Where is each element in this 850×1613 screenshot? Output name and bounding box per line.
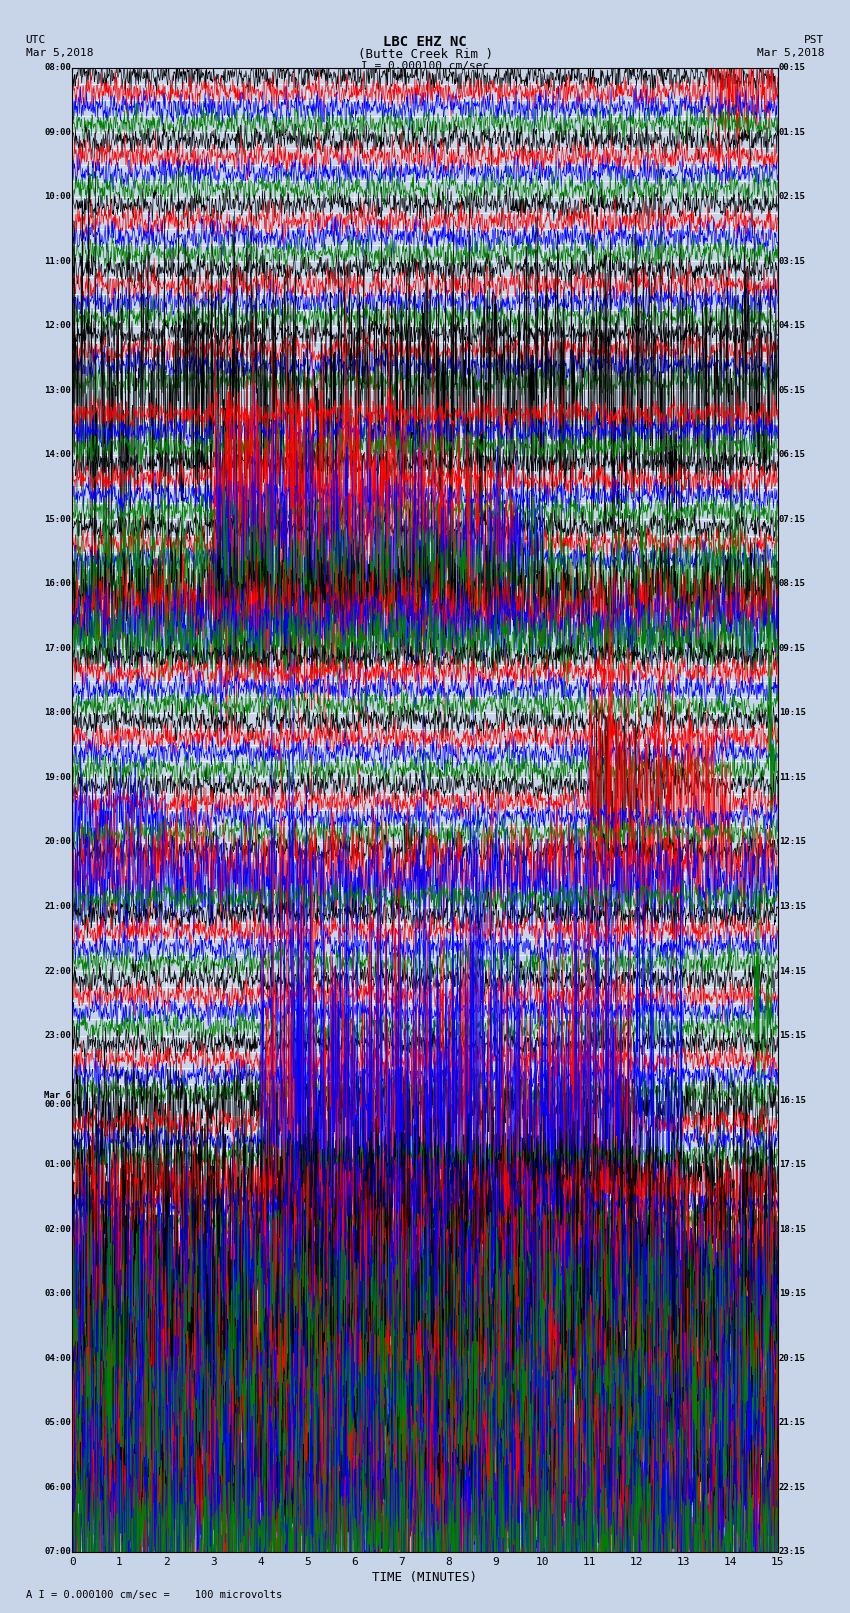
Text: 23:15: 23:15 — [779, 1547, 806, 1557]
Text: 06:00: 06:00 — [44, 1482, 71, 1492]
Text: 09:15: 09:15 — [779, 644, 806, 653]
Text: 21:15: 21:15 — [779, 1418, 806, 1428]
Text: 15:15: 15:15 — [779, 1031, 806, 1040]
Text: 20:00: 20:00 — [44, 837, 71, 847]
Text: 03:15: 03:15 — [779, 256, 806, 266]
Text: 00:15: 00:15 — [779, 63, 806, 73]
Text: 22:15: 22:15 — [779, 1482, 806, 1492]
Text: 03:00: 03:00 — [44, 1289, 71, 1298]
Text: UTC: UTC — [26, 35, 46, 45]
Text: 08:00: 08:00 — [44, 63, 71, 73]
Text: 07:00: 07:00 — [44, 1547, 71, 1557]
Text: LBC EHZ NC: LBC EHZ NC — [383, 35, 467, 50]
Text: 12:00: 12:00 — [44, 321, 71, 331]
Text: 13:15: 13:15 — [779, 902, 806, 911]
Text: A I = 0.000100 cm/sec =    100 microvolts: A I = 0.000100 cm/sec = 100 microvolts — [26, 1590, 281, 1600]
Text: 08:15: 08:15 — [779, 579, 806, 589]
Text: 13:00: 13:00 — [44, 386, 71, 395]
Text: 17:00: 17:00 — [44, 644, 71, 653]
Text: 14:15: 14:15 — [779, 966, 806, 976]
Text: 18:00: 18:00 — [44, 708, 71, 718]
Text: 16:00: 16:00 — [44, 579, 71, 589]
Text: 04:00: 04:00 — [44, 1353, 71, 1363]
Text: 05:15: 05:15 — [779, 386, 806, 395]
Text: Mar 6: Mar 6 — [44, 1090, 71, 1100]
Text: 12:15: 12:15 — [779, 837, 806, 847]
Text: 22:00: 22:00 — [44, 966, 71, 976]
Text: 02:15: 02:15 — [779, 192, 806, 202]
Text: 21:00: 21:00 — [44, 902, 71, 911]
Text: 15:00: 15:00 — [44, 515, 71, 524]
Text: Mar 5,2018: Mar 5,2018 — [757, 48, 824, 58]
Text: 14:00: 14:00 — [44, 450, 71, 460]
Text: 19:15: 19:15 — [779, 1289, 806, 1298]
Text: 00:00: 00:00 — [44, 1100, 71, 1110]
Text: I = 0.000100 cm/sec: I = 0.000100 cm/sec — [361, 61, 489, 71]
Text: 10:00: 10:00 — [44, 192, 71, 202]
Text: 16:15: 16:15 — [779, 1095, 806, 1105]
Text: 10:15: 10:15 — [779, 708, 806, 718]
Text: (Butte Creek Rim ): (Butte Creek Rim ) — [358, 48, 492, 61]
Text: 17:15: 17:15 — [779, 1160, 806, 1169]
Text: 07:15: 07:15 — [779, 515, 806, 524]
Text: 01:00: 01:00 — [44, 1160, 71, 1169]
Text: PST: PST — [804, 35, 824, 45]
Text: 18:15: 18:15 — [779, 1224, 806, 1234]
Text: 01:15: 01:15 — [779, 127, 806, 137]
Text: 11:00: 11:00 — [44, 256, 71, 266]
Text: 05:00: 05:00 — [44, 1418, 71, 1428]
Text: 04:15: 04:15 — [779, 321, 806, 331]
Text: 19:00: 19:00 — [44, 773, 71, 782]
Text: 20:15: 20:15 — [779, 1353, 806, 1363]
Text: 11:15: 11:15 — [779, 773, 806, 782]
Text: 02:00: 02:00 — [44, 1224, 71, 1234]
Text: 06:15: 06:15 — [779, 450, 806, 460]
Text: Mar 5,2018: Mar 5,2018 — [26, 48, 93, 58]
X-axis label: TIME (MINUTES): TIME (MINUTES) — [372, 1571, 478, 1584]
Text: 23:00: 23:00 — [44, 1031, 71, 1040]
Text: 09:00: 09:00 — [44, 127, 71, 137]
